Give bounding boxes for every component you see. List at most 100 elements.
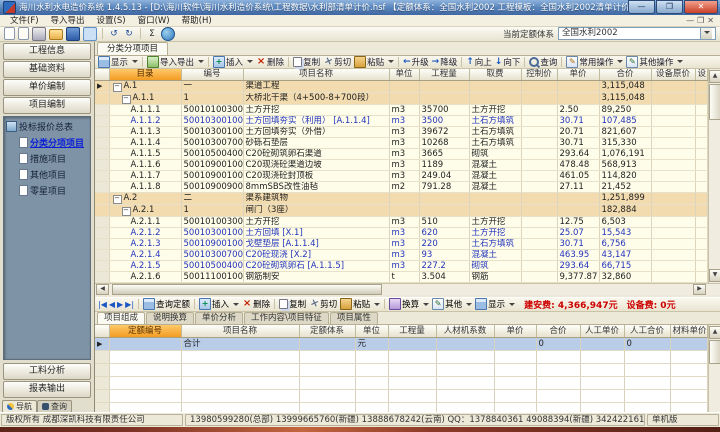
toolbar-button-复制[interactable]: 复制 bbox=[293, 56, 320, 68]
toolbar-button-升级[interactable]: ← 升级 bbox=[403, 56, 429, 68]
mdi-minimize-icon[interactable]: — bbox=[686, 15, 695, 25]
detail-tab-工作内容\项目特征[interactable]: 工作内容\项目特征 bbox=[244, 311, 329, 324]
column-header-定额体系[interactable]: 定额体系 bbox=[299, 324, 356, 338]
column-header-单价[interactable]: 单价 bbox=[494, 324, 537, 338]
sidebar-tab-导航[interactable]: 导航 bbox=[2, 399, 37, 412]
table-row[interactable] bbox=[95, 376, 708, 390]
menu-item[interactable]: 帮助(H) bbox=[181, 16, 212, 27]
toolbar-button-查询定额[interactable]: 查询定额 bbox=[143, 298, 190, 311]
minimize-button[interactable]: — bbox=[628, 0, 655, 15]
column-header-设备原价[interactable]: 设备原价 bbox=[651, 68, 696, 81]
sidebar-button-工程信息[interactable]: 工程信息 bbox=[3, 42, 91, 60]
table-row[interactable]: A.1.1.4 500103007001 砂砾石垫层 m3 10268 土石方填筑 30.7… bbox=[95, 137, 708, 149]
tree-item-分类分项项目[interactable]: 分类分项项目 bbox=[19, 136, 88, 149]
column-header-单位[interactable]: 单位 bbox=[389, 68, 420, 81]
column-header-取费[interactable]: 取费 bbox=[469, 68, 522, 81]
table-row[interactable]: ▶ 合计 元 0 0 bbox=[95, 337, 708, 351]
table-row[interactable]: A.2.1.3 500109001003 戈壁垫层 [A.1.1.4] m3 220 土石… bbox=[95, 238, 708, 250]
toolbar-button-导入导出[interactable]: 导入导出 bbox=[147, 55, 205, 68]
column-header-合价[interactable]: 合价 bbox=[536, 324, 581, 338]
table-row[interactable]: A.1.1.1 500101003001 土方开挖 m3 35700 土方开挖 2.50 89… bbox=[95, 104, 708, 116]
collapse-icon[interactable]: − bbox=[112, 193, 122, 204]
undo-icon[interactable] bbox=[108, 28, 120, 40]
toolbar-button-删除[interactable]: 删除 bbox=[256, 56, 284, 68]
table-row[interactable]: A.1.1.2 500103001001 土方回填夯实（利用） [A.1.1.4] m… bbox=[95, 115, 708, 127]
column-header-项目名称[interactable]: 项目名称 bbox=[181, 324, 300, 338]
toolbar-button-其他[interactable]: 其他 bbox=[432, 298, 473, 311]
scroll-up-arrow[interactable]: ▲ bbox=[708, 69, 720, 83]
chevron-down-icon[interactable] bbox=[700, 28, 712, 40]
last-record-icon[interactable]: ▶| bbox=[125, 299, 135, 309]
table-row[interactable]: A.1.1.8 500109009003 8mmSBS改性油毡 m2 791.28 混凝土… bbox=[95, 181, 708, 193]
detail-tab-说明换算[interactable]: 说明换算 bbox=[146, 311, 195, 324]
toolbar-button-降级[interactable]: → 降级 bbox=[432, 56, 458, 68]
toolbar-button-查询[interactable]: 查询 bbox=[529, 56, 557, 68]
toolbar-button-显示[interactable]: 显示 bbox=[475, 298, 516, 311]
column-header-编号[interactable]: 编号 bbox=[181, 68, 244, 81]
toolbar-button-显示[interactable]: 显示 bbox=[98, 55, 139, 68]
toolbar-button-其他操作[interactable]: 其他操作 bbox=[626, 55, 684, 68]
column-header-工程量[interactable]: 工程量 bbox=[419, 68, 470, 81]
column-header-设[interactable]: 设 bbox=[695, 68, 708, 81]
column-header-人工单价[interactable]: 人工单价 bbox=[580, 324, 625, 338]
column-header-人工合价[interactable]: 人工合价 bbox=[624, 324, 671, 338]
toolbar-button-插入[interactable]: 插入 bbox=[213, 55, 254, 68]
sidebar-button-报表输出[interactable]: 报表输出 bbox=[3, 380, 91, 398]
scrollbar-thumb[interactable] bbox=[708, 83, 720, 120]
table-row[interactable] bbox=[95, 363, 708, 377]
table-row[interactable]: A.2.1.6 500111001001 钢筋制安 t 3.504 钢筋 9,377.87 3… bbox=[95, 271, 708, 283]
scrollbar-thumb[interactable] bbox=[708, 339, 720, 364]
table-row[interactable] bbox=[95, 389, 708, 403]
table-row[interactable]: − A.1.1 1 大桥北干渠（4+500-8+700段） 3,115,048 bbox=[95, 92, 708, 105]
scroll-left-arrow[interactable]: ◀ bbox=[96, 283, 109, 295]
column-header-合价[interactable]: 合价 bbox=[599, 68, 652, 81]
scroll-up-arrow[interactable]: ▲ bbox=[708, 325, 720, 339]
toolbar-button-剪切[interactable]: 剪切 bbox=[323, 56, 351, 68]
column-header-单价[interactable]: 单价 bbox=[557, 68, 600, 81]
toolbar-button-插入[interactable]: 插入 bbox=[199, 298, 240, 311]
column-header-项目名称[interactable]: 项目名称 bbox=[243, 68, 390, 81]
close-button[interactable]: ✕ bbox=[684, 0, 718, 15]
tab-fenlei-fenxiang[interactable]: 分类分项项目 bbox=[97, 41, 169, 55]
toolbar-button-换算[interactable]: 换算 bbox=[389, 298, 430, 311]
maximize-button[interactable]: ❐ bbox=[656, 0, 683, 15]
column-header-人材机系数[interactable]: 人材机系数 bbox=[436, 324, 495, 338]
table-row[interactable]: A.2.1.5 500105004002 C20砼砌筑卵石 [A.1.1.5] m3 2… bbox=[95, 260, 708, 272]
sidebar-button-项目编制[interactable]: 项目编制 bbox=[3, 96, 91, 114]
table-row[interactable]: A.1.1.3 500103001002 土方回填夯实（外借） m3 39672 土石方填… bbox=[95, 126, 708, 138]
tree-item-零星项目[interactable]: 零星项目 bbox=[19, 184, 88, 197]
quota-system-combo[interactable]: 全国水利2002 bbox=[558, 27, 716, 41]
toolbar-button-复制[interactable]: 复制 bbox=[279, 298, 306, 310]
sigma-icon[interactable] bbox=[146, 28, 158, 40]
menu-item[interactable]: 窗口(W) bbox=[137, 16, 170, 27]
tree-item-措施项目[interactable]: 措施项目 bbox=[19, 152, 88, 165]
toolbar-button-向下[interactable]: ↓ 向下 bbox=[495, 56, 521, 68]
new-file-icon[interactable] bbox=[4, 27, 15, 41]
toolbar-button-粘贴[interactable]: 粘贴 bbox=[354, 55, 395, 68]
sidebar-tab-查询[interactable]: 查询 bbox=[37, 399, 72, 412]
menu-item[interactable]: 导入导出 bbox=[50, 16, 85, 27]
sidebar-button-基础资料[interactable]: 基础资料 bbox=[3, 60, 91, 78]
detail-tab-项目组成[interactable]: 项目组成 bbox=[97, 311, 146, 324]
scroll-right-arrow[interactable]: ▶ bbox=[693, 283, 706, 295]
open-file-icon[interactable] bbox=[18, 27, 29, 41]
collapse-icon[interactable]: − bbox=[121, 93, 131, 104]
detail-tab-单价分析[interactable]: 单价分析 bbox=[195, 311, 244, 324]
column-header-单位[interactable]: 单位 bbox=[355, 324, 389, 338]
table-row[interactable]: A.2.1.4 500103007002 C20砼现浇 [X.2] m3 93 混凝土 46… bbox=[95, 249, 708, 261]
column-header-材料单价[interactable]: 材料单价 bbox=[670, 324, 708, 338]
table-row[interactable]: − A.2 二渠系建筑物 1,251,899 bbox=[95, 192, 708, 205]
table-row[interactable]: A.2.1.1 500101003002 土方开挖 m3 510 土方开挖 12.75 6,5… bbox=[95, 216, 708, 228]
column-header-控制价[interactable]: 控制价 bbox=[521, 68, 558, 81]
mdi-restore-icon[interactable]: ❐ bbox=[697, 15, 705, 25]
table-row[interactable]: − A.2.1 1 闸门（3座） 182,884 bbox=[95, 204, 708, 217]
table-row[interactable]: A.2.1.2 500103001003 土方回填 [X.1] m3 620 土方开挖 25… bbox=[95, 227, 708, 239]
menu-item[interactable]: 设置(S) bbox=[96, 16, 126, 27]
table-row[interactable]: A.1.1.5 500105004001 C20砼砌筑卵石渠道 m3 3665 砌筑 293… bbox=[95, 148, 708, 160]
toolbar-button-常用操作[interactable]: 常用操作 bbox=[566, 55, 624, 68]
table-row[interactable] bbox=[95, 350, 708, 364]
first-record-icon[interactable]: |◀ bbox=[98, 299, 107, 309]
menu-item[interactable]: 文件(F) bbox=[10, 16, 39, 27]
collapse-icon[interactable]: − bbox=[112, 81, 122, 92]
preview-icon[interactable] bbox=[83, 26, 97, 41]
